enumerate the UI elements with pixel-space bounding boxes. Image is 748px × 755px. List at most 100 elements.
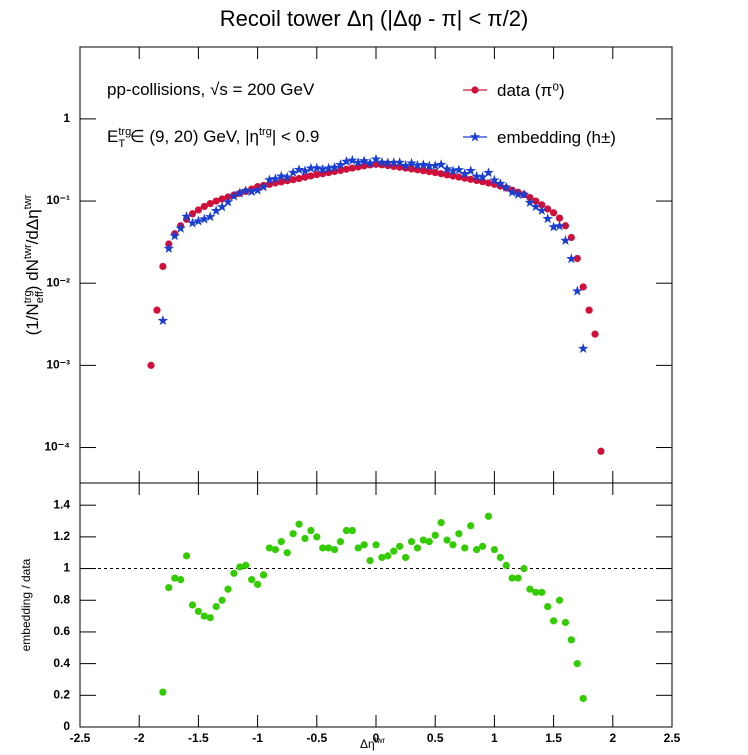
marker-circle [212, 197, 220, 205]
y-tick-label: 1 [63, 111, 70, 125]
marker-circle [579, 283, 587, 291]
marker-circle [289, 530, 297, 538]
marker-circle [348, 164, 356, 172]
y-tick-label: 10⁻³ [46, 358, 70, 372]
marker-circle [366, 557, 374, 565]
text-part: E [107, 127, 118, 146]
y-axis-label: (1/Ntrgeff) dNtwr/dΔηtwr [22, 194, 46, 335]
marker-circle [555, 214, 564, 222]
text-part: Δη [360, 737, 375, 751]
marker-circle [478, 542, 487, 550]
marker-star [548, 221, 559, 232]
marker-star [281, 171, 293, 182]
x-tick-label: 2.5 [664, 731, 681, 745]
marker-circle [200, 202, 208, 211]
marker-star [465, 165, 476, 176]
y-tick-label: 1.4 [53, 497, 70, 511]
legend-marker [469, 131, 481, 142]
marker-circle [419, 536, 427, 544]
y-tick-label: 1 [63, 561, 70, 575]
marker-circle [277, 538, 285, 546]
marker-star [329, 161, 340, 172]
marker-star [542, 213, 553, 224]
marker-circle [532, 197, 540, 205]
annotation: Etrg T ∈ (9, 20) GeV, |ηtrg| < 0.9 [107, 126, 319, 150]
marker-circle [188, 601, 197, 609]
marker-circle [591, 330, 599, 338]
x-tick-label: 2 [609, 731, 616, 745]
marker-circle [437, 519, 445, 527]
marker-star [175, 222, 186, 233]
marker-star [376, 156, 388, 167]
marker-circle [425, 538, 433, 546]
text-part: trg [22, 290, 34, 303]
marker-star [193, 215, 204, 226]
marker-circle [194, 206, 202, 214]
marker-circle [301, 534, 309, 543]
marker-star [435, 159, 447, 170]
marker-circle [248, 576, 256, 584]
y-tick-label: 10⁻¹ [46, 193, 70, 207]
text-part: eff [34, 290, 46, 303]
text-part: (1/N [23, 303, 42, 335]
marker-star [388, 157, 399, 168]
marker-star [222, 196, 234, 207]
marker-star [335, 159, 346, 170]
marker-circle [407, 538, 416, 546]
marker-circle [567, 636, 575, 644]
marker-star [287, 167, 299, 178]
marker-circle [307, 172, 315, 180]
marker-circle [561, 618, 570, 627]
marker-circle [597, 447, 605, 455]
marker-star [205, 211, 216, 222]
x-tick-label: -1 [252, 731, 263, 745]
text-part: trg [118, 126, 131, 138]
text-part: /dΔη [23, 209, 42, 244]
marker-circle [431, 168, 439, 177]
marker-star [506, 186, 518, 197]
marker-star [341, 156, 352, 166]
marker-star [382, 157, 394, 168]
marker-circle [532, 588, 540, 596]
marker-circle [313, 170, 321, 179]
marker-star [518, 189, 530, 199]
marker-circle [212, 602, 220, 611]
marker-circle [348, 526, 356, 535]
marker-circle [165, 583, 173, 592]
y-tick-label: 0.6 [53, 624, 70, 638]
marker-circle [449, 541, 457, 549]
marker-star [441, 163, 453, 174]
legend-label: embedding (h±) [497, 128, 616, 147]
marker-star [311, 162, 323, 173]
marker-circle [573, 254, 581, 263]
marker-circle [431, 531, 439, 539]
marker-circle [325, 544, 333, 552]
marker-circle [502, 561, 510, 569]
marker-circle [360, 541, 368, 549]
marker-circle [437, 170, 445, 178]
marker-star [252, 184, 263, 195]
marker-star [453, 164, 465, 175]
text-part: T [118, 138, 125, 150]
marker-circle [467, 175, 475, 183]
marker-circle [508, 574, 516, 582]
marker-circle [396, 542, 404, 550]
marker-star [424, 160, 435, 171]
marker-star [400, 160, 411, 171]
marker-circle [295, 174, 303, 183]
marker-circle [425, 168, 433, 176]
marker-circle [289, 176, 297, 184]
marker-star [429, 160, 441, 171]
marker-star [412, 159, 423, 170]
text-part: embedding / data [19, 558, 33, 651]
marker-star [323, 162, 334, 173]
y-tick-label: 0.2 [53, 687, 70, 701]
marker-star [483, 167, 494, 178]
marker-circle [372, 541, 380, 549]
marker-star [299, 165, 311, 176]
marker-circle [336, 538, 345, 546]
marker-star [169, 230, 180, 241]
marker-circle [188, 210, 197, 218]
y-tick-label: 10⁻⁴ [44, 440, 70, 454]
